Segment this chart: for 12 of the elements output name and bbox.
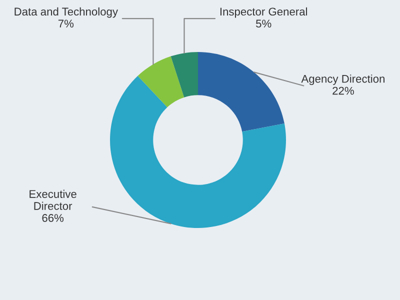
donut-slice xyxy=(170,52,198,98)
slice-label: Executive Director xyxy=(30,190,76,210)
slice-label: Agency Direction xyxy=(301,74,384,85)
data-label: 66% xyxy=(42,214,64,222)
slice-label: Inspector General xyxy=(220,7,308,18)
data-label: 5% xyxy=(256,20,272,28)
data-label: 7% xyxy=(58,20,74,28)
donut-slice xyxy=(138,56,184,108)
data-label: 22% xyxy=(332,86,354,95)
slice-label: Data and Technology xyxy=(14,7,118,18)
donut-slice xyxy=(110,76,286,228)
donut-slice xyxy=(198,52,284,132)
